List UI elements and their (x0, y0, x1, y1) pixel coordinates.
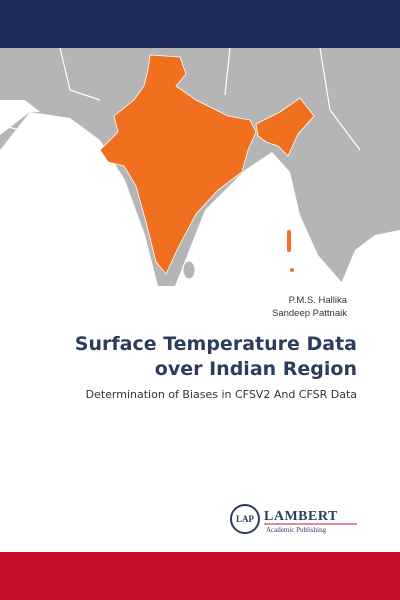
india-northeast (255, 97, 315, 157)
logo-circle (230, 504, 260, 534)
top-band (0, 0, 400, 48)
bottom-band (0, 552, 400, 600)
title: Surface Temperature Data (75, 333, 357, 355)
map (0, 47, 400, 286)
india-mainland (99, 54, 257, 275)
publisher-name: LAMBERT (264, 509, 338, 524)
publisher-tagline: Academic Publishing (266, 526, 327, 534)
logo-mark: LAP (236, 514, 255, 524)
nicobar-islands (290, 268, 294, 272)
sea (340, 230, 400, 286)
sri-lanka (182, 260, 196, 280)
bay-of-bengal (175, 152, 345, 286)
title: over Indian Region (155, 358, 357, 380)
author: P.M.S. Hallika (289, 295, 348, 306)
author: Sandeep Pattnaik (272, 308, 347, 319)
borders (0, 47, 361, 151)
subtitle: Determination of Biases in CFSV2 And CFS… (86, 388, 357, 401)
publisher-logo: LAP LAMBERT Academic Publishing (230, 504, 357, 534)
sea (0, 100, 40, 135)
andaman-islands (287, 230, 291, 252)
arabian-sea (0, 112, 158, 286)
